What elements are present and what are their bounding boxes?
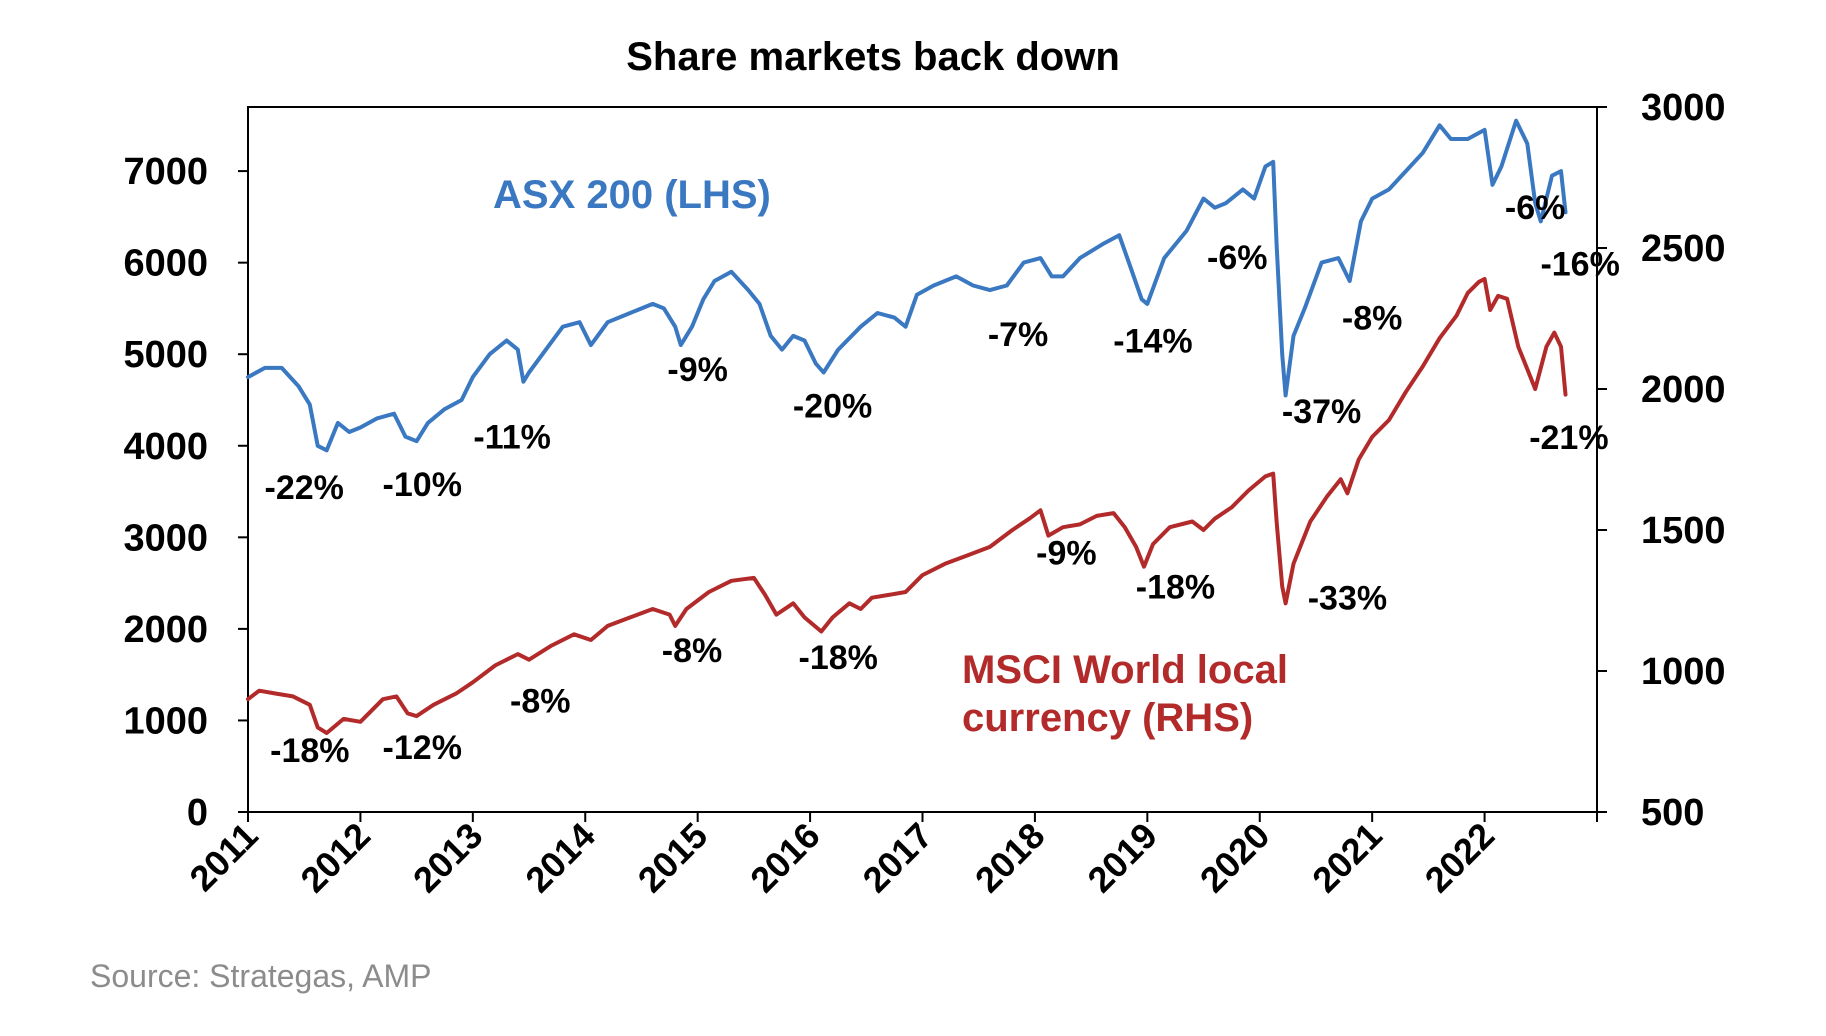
series-label: currency (RHS): [962, 696, 1253, 740]
x-tick-label: 2018: [967, 815, 1053, 901]
plot-frame: [247, 106, 1598, 813]
x-tick-label: 2019: [1079, 815, 1165, 901]
drawdown-label: -18%: [1136, 568, 1215, 606]
drawdown-label: -9%: [667, 351, 727, 389]
x-tick-label: 2020: [1192, 815, 1278, 901]
y-left-tick-label: 1000: [123, 700, 208, 742]
x-tick-label: 2012: [292, 815, 378, 901]
y-right-tick-label: 1000: [1641, 651, 1726, 693]
drawdown-label: -21%: [1529, 419, 1608, 457]
y-left-tick-label: 6000: [123, 243, 208, 285]
drawdown-label: -14%: [1113, 322, 1192, 360]
drawdown-label: -37%: [1282, 393, 1361, 431]
y-left-tick-label: 4000: [123, 426, 208, 468]
x-tick-label: 2015: [630, 815, 716, 901]
chart-title: Share markets back down: [626, 35, 1120, 79]
drawdown-label: -6%: [1207, 239, 1267, 277]
y-right-tick-label: 2000: [1641, 369, 1726, 411]
drawdown-label: -9%: [1036, 535, 1096, 573]
x-tick-label: 2022: [1417, 815, 1503, 901]
x-tick-label: 2013: [405, 815, 491, 901]
source-note: Source: Strategas, AMP: [90, 958, 432, 994]
x-tick-label: 2014: [517, 815, 603, 901]
drawdown-label: -12%: [383, 729, 462, 767]
y-left-tick-label: 0: [187, 792, 208, 834]
drawdown-label: -7%: [988, 316, 1048, 354]
drawdown-label: -18%: [270, 732, 349, 770]
x-tick-label: 2016: [742, 815, 828, 901]
x-tick-label: 2017: [855, 815, 941, 901]
drawdown-label: -20%: [793, 387, 872, 425]
y-right-tick-label: 1500: [1641, 510, 1726, 552]
drawdown-label: -8%: [510, 683, 570, 721]
y-right-tick-label: 2500: [1641, 228, 1726, 270]
drawdown-label: -33%: [1308, 580, 1387, 618]
drawdown-label: -16%: [1540, 246, 1619, 284]
y-right-tick-label: 500: [1641, 792, 1704, 834]
x-tick-label: 2021: [1304, 815, 1390, 901]
series-line-asx200: [246, 118, 1568, 453]
y-left-tick-label: 5000: [123, 334, 208, 376]
drawdown-label: -6%: [1505, 189, 1565, 227]
drawdown-label: -10%: [383, 466, 462, 504]
y-left-tick-label: 7000: [123, 151, 208, 193]
drawdown-label: -11%: [473, 419, 551, 457]
y-left-tick-label: 2000: [123, 609, 208, 651]
drawdown-label: -8%: [662, 632, 722, 670]
y-right-tick-label: 3000: [1641, 87, 1726, 129]
drawdown-label: -22%: [265, 469, 344, 507]
series-line-msci-world: [246, 277, 1568, 735]
drawdown-label: -8%: [1342, 300, 1402, 338]
y-left-tick-label: 3000: [123, 517, 208, 559]
series-label: MSCI World local: [962, 648, 1288, 692]
series-label: ASX 200 (LHS): [493, 173, 771, 217]
drawdown-label: -18%: [799, 639, 878, 677]
